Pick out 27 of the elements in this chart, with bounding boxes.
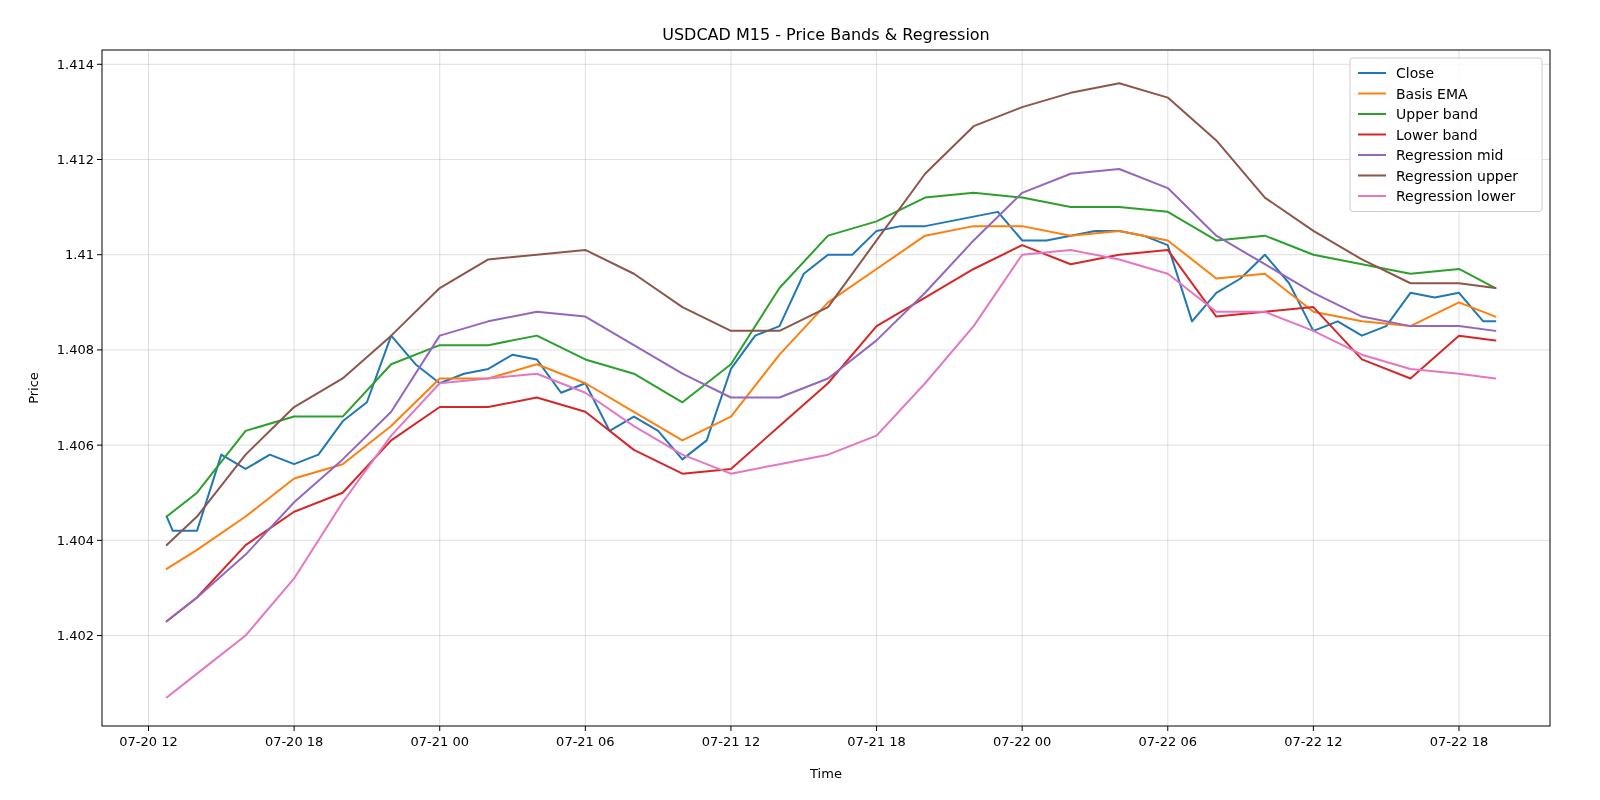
y-tick-label: 1.406 — [56, 437, 94, 453]
x-tick-label: 07-22 06 — [1138, 734, 1197, 749]
x-tick-label: 07-21 00 — [410, 734, 469, 749]
y-tick-label: 1.41 — [65, 247, 94, 263]
y-tick-label: 1.408 — [56, 342, 94, 358]
x-tick-label: 07-21 12 — [701, 734, 761, 749]
legend-label: Regression lower — [1396, 188, 1516, 204]
x-tick-label: 07-22 00 — [992, 734, 1052, 749]
y-tick-label: 1.404 — [56, 532, 94, 548]
legend-label: Upper band — [1396, 106, 1479, 122]
legend-label: Regression mid — [1396, 147, 1504, 163]
x-tick-label: 07-22 12 — [1284, 734, 1343, 749]
legend-label: Regression upper — [1396, 167, 1519, 184]
y-tick-label: 1.412 — [56, 151, 94, 167]
x-tick-label: 07-22 18 — [1429, 734, 1489, 749]
chart-title: USDCAD M15 - Price Bands & Regression — [662, 25, 990, 44]
y-tick-label: 1.414 — [56, 56, 94, 72]
x-tick-label: 07-20 12 — [119, 734, 178, 749]
legend-label: Lower band — [1396, 126, 1478, 143]
legend-label: Basis EMA — [1396, 85, 1469, 102]
x-tick-label: 07-21 18 — [847, 734, 906, 749]
y-axis-title: Price — [26, 372, 41, 404]
x-tick-label: 07-21 06 — [556, 734, 615, 749]
legend-label: Close — [1396, 65, 1435, 81]
x-axis-title: Time — [809, 766, 842, 781]
x-tick-label: 07-20 18 — [264, 734, 324, 749]
y-tick-label: 1.402 — [56, 628, 94, 644]
